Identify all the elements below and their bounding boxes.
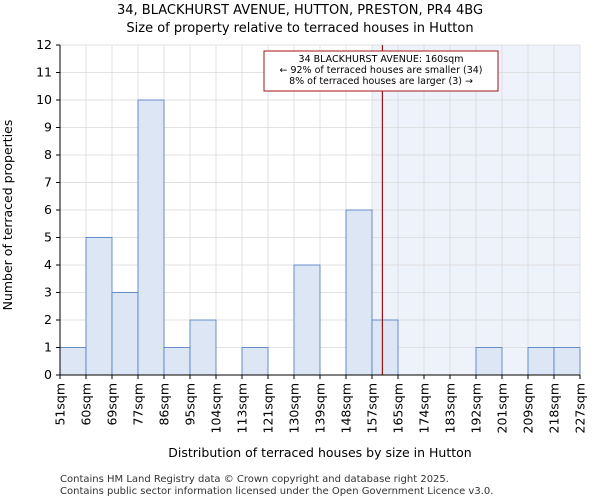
- x-tick-label: 130sqm: [287, 383, 302, 433]
- histogram-bar: [475, 347, 503, 376]
- x-tick-label: 174sqm: [417, 383, 432, 433]
- histogram-bar: [345, 209, 373, 376]
- x-tick-label: 165sqm: [391, 383, 406, 433]
- histogram-bar: [527, 347, 555, 376]
- x-tick-label: 201sqm: [495, 383, 510, 433]
- y-tick-label: 5: [44, 230, 52, 245]
- y-tick-label: 4: [44, 257, 52, 272]
- x-tick-label: 77sqm: [131, 383, 146, 426]
- x-tick-label: 183sqm: [443, 383, 458, 433]
- y-tick-label: 10: [36, 92, 52, 107]
- histogram-bar: [59, 347, 87, 376]
- x-tick-label: 209sqm: [521, 383, 536, 433]
- y-tick-label: 7: [44, 175, 52, 190]
- y-tick-label: 2: [44, 312, 52, 327]
- y-tick-label: 0: [44, 367, 52, 382]
- x-tick-label: 227sqm: [573, 383, 588, 433]
- annotation-box: 34 BLACKHURST AVENUE: 160sqm ← 92% of te…: [263, 50, 499, 92]
- annotation-frame: [263, 50, 499, 92]
- histogram-bar: [85, 237, 113, 376]
- histogram-bar: [371, 319, 399, 376]
- y-tick-label: 1: [44, 340, 52, 355]
- histogram-bar: [137, 99, 165, 376]
- x-tick-label: 192sqm: [469, 383, 484, 433]
- x-tick-label: 60sqm: [79, 383, 94, 426]
- annotation-line-2: ← 92% of terraced houses are smaller (34…: [279, 65, 482, 76]
- x-tick-label: 218sqm: [547, 383, 562, 433]
- y-tick-label: 12: [36, 37, 52, 52]
- chart-title: 34, BLACKHURST AVENUE, HUTTON, PRESTON, …: [117, 3, 483, 18]
- chart-subtitle: Size of property relative to terraced ho…: [126, 21, 473, 36]
- histogram-bar: [293, 264, 321, 376]
- y-tick-label: 11: [36, 65, 52, 80]
- x-tick-label: 104sqm: [209, 383, 224, 433]
- histogram-bar: [163, 347, 191, 376]
- annotation-line-1: 34 BLACKHURST AVENUE: 160sqm: [299, 54, 464, 65]
- y-tick-label: 8: [44, 147, 52, 162]
- footer-line-2: Contains public sector information licen…: [60, 486, 493, 497]
- x-tick-label: 157sqm: [365, 383, 380, 433]
- y-tick-label: 9: [44, 120, 52, 135]
- y-tick-label: 3: [44, 285, 52, 300]
- histogram-bar: [111, 292, 139, 376]
- x-tick-label: 51sqm: [53, 383, 68, 426]
- x-tick-label: 121sqm: [261, 383, 276, 433]
- histogram-bar: [553, 347, 581, 376]
- y-tick-label: 6: [44, 202, 52, 217]
- x-tick-label: 139sqm: [313, 383, 328, 433]
- x-tick-label: 69sqm: [105, 383, 120, 426]
- footer-line-1: Contains HM Land Registry data © Crown c…: [60, 474, 449, 485]
- x-tick-label: 148sqm: [339, 383, 354, 433]
- histogram-bar: [189, 319, 217, 376]
- histogram-bar: [241, 347, 269, 376]
- x-tick-label: 113sqm: [235, 383, 250, 433]
- annotation-line-3: 8% of terraced houses are larger (3) →: [289, 76, 473, 87]
- x-axis-label: Distribution of terraced houses by size …: [168, 445, 471, 460]
- y-axis-label: Number of terraced properties: [0, 120, 15, 311]
- x-tick-label: 95sqm: [183, 383, 198, 426]
- x-tick-label: 86sqm: [157, 383, 172, 426]
